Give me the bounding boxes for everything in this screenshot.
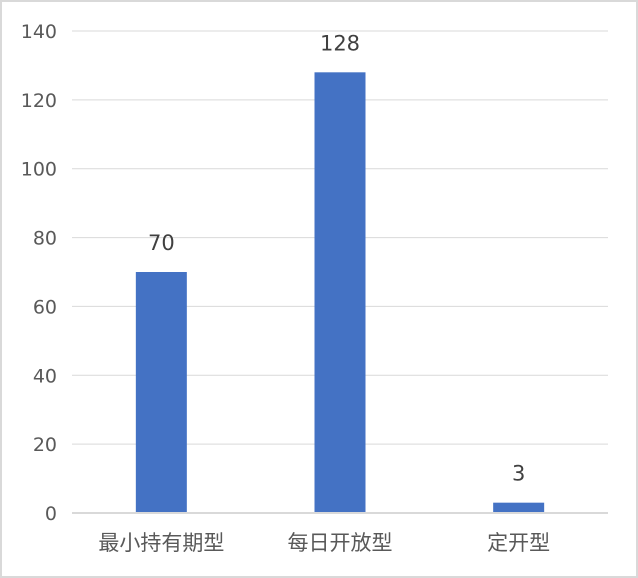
x-category-label: 每日开放型 [288, 531, 393, 555]
y-tick-label: 0 [45, 503, 57, 525]
y-tick-label: 80 [33, 228, 57, 250]
y-tick-label: 40 [33, 365, 57, 387]
y-tick-label: 140 [21, 21, 57, 43]
bar [135, 272, 187, 513]
bar [314, 72, 366, 514]
data-label: 70 [148, 231, 175, 255]
bar [493, 502, 545, 513]
x-category-label: 定开型 [487, 531, 550, 555]
data-label: 128 [320, 31, 360, 55]
y-tick-label: 60 [33, 296, 57, 318]
x-category-label: 最小持有期型 [98, 531, 224, 555]
data-label: 3 [512, 462, 525, 486]
y-tick-label: 100 [21, 159, 57, 181]
y-tick-label: 120 [21, 90, 57, 112]
y-tick-label: 20 [33, 434, 57, 456]
